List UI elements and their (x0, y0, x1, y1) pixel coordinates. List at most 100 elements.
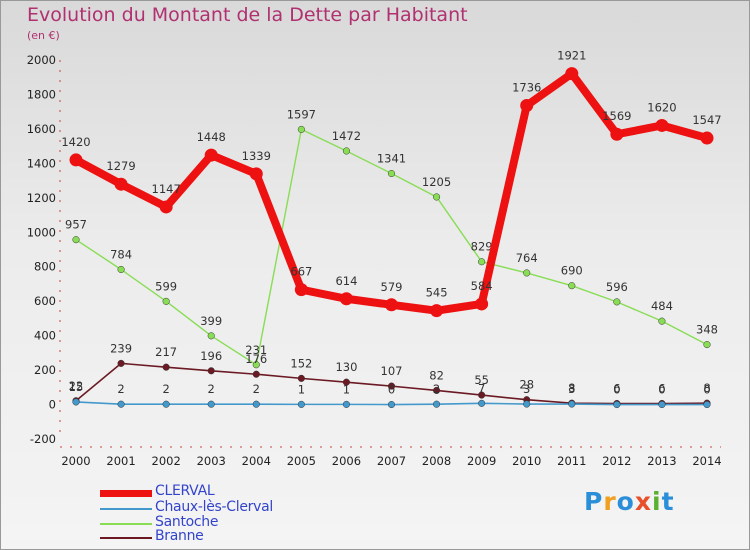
data-point-clerval (159, 200, 173, 214)
data-label-chaux-les-clerval: 1 (298, 382, 305, 396)
data-label-branne: 6 (658, 382, 665, 396)
data-label-chaux-les-clerval: 2 (253, 382, 260, 396)
data-label-branne: 82 (429, 368, 444, 382)
data-label-branne: 239 (110, 341, 132, 355)
data-point-santoche (162, 297, 170, 305)
data-label-santoche: 484 (651, 299, 673, 313)
data-point-branne (433, 386, 441, 394)
data-label-clerval: 579 (381, 280, 403, 294)
data-point-clerval (520, 98, 534, 112)
legend-label-chaux-les-clerval: Chaux-lès-Clerval (155, 499, 273, 515)
x-tick-label: 2014 (692, 454, 721, 468)
x-tick-label: 2013 (647, 454, 676, 468)
x-tick-label: 2010 (512, 454, 541, 468)
data-label-branne: 8 (568, 381, 575, 395)
data-point-branne (387, 382, 396, 390)
data-point-santoche (703, 341, 711, 349)
data-point-clerval (430, 304, 444, 318)
data-point-clerval (294, 283, 308, 297)
data-point-santoche (72, 236, 80, 244)
y-tick-label: 0 (49, 398, 56, 412)
chart-unit: (en €) (27, 29, 60, 42)
data-label-branne: 107 (381, 364, 403, 378)
data-label-clerval: 1279 (106, 159, 135, 173)
data-point-branne (207, 367, 215, 375)
data-label-branne: 152 (290, 356, 312, 370)
data-point-chaux-les-clerval (117, 400, 125, 408)
data-point-clerval (610, 127, 624, 141)
y-tick-label: 200 (34, 363, 56, 377)
data-label-chaux-les-clerval: 1 (343, 382, 350, 396)
data-point-branne (252, 370, 260, 378)
data-label-santoche: 599 (155, 279, 177, 293)
data-label-chaux-les-clerval: 0 (658, 383, 665, 397)
data-label-chaux-les-clerval: 2 (117, 382, 124, 396)
data-point-clerval (565, 67, 579, 81)
data-label-clerval: 1921 (557, 49, 586, 63)
data-point-clerval (249, 167, 263, 181)
data-point-santoche (297, 125, 305, 133)
data-label-santoche: 399 (200, 314, 222, 328)
data-point-clerval (69, 153, 83, 167)
legend-item-santoche: Santoche (100, 514, 400, 532)
data-label-santoche: 1472 (332, 129, 361, 143)
x-tick-label: 2003 (197, 454, 226, 468)
data-point-chaux-les-clerval (613, 400, 621, 409)
legend-label-clerval: CLERVAL (155, 483, 215, 499)
data-label-chaux-les-clerval: 0 (388, 383, 395, 397)
data-point-santoche (117, 265, 125, 274)
legend-item-chaux-les-clerval: Chaux-lès-Clerval (100, 499, 400, 517)
data-label-clerval: 1147 (152, 182, 181, 196)
data-point-chaux-les-clerval (703, 400, 711, 409)
data-label-chaux-les-clerval: 3 (568, 382, 575, 396)
y-tick-label: 800 (34, 260, 56, 274)
legend-label-branne: Branne (155, 528, 204, 544)
data-label-clerval: 1448 (197, 130, 226, 144)
data-point-chaux-les-clerval (387, 400, 396, 409)
data-point-branne (478, 391, 486, 399)
data-label-clerval: 545 (426, 286, 448, 300)
proxiti-logo: Proxit (584, 487, 675, 516)
data-label-chaux-les-clerval: 0 (703, 383, 710, 397)
x-tick-label: 2007 (377, 454, 406, 468)
legend-item-branne: Branne (100, 528, 400, 546)
data-point-chaux-les-clerval (523, 400, 531, 408)
y-tick-label: 400 (34, 329, 56, 343)
data-point-chaux-les-clerval (252, 400, 260, 408)
legend-label-santoche: Santoche (155, 514, 219, 530)
data-label-chaux-les-clerval: 0 (613, 383, 620, 397)
data-label-clerval: 667 (290, 265, 312, 279)
data-label-branne: 176 (245, 352, 267, 366)
data-point-chaux-les-clerval (658, 400, 666, 409)
data-label-chaux-les-clerval: 3 (523, 382, 530, 396)
data-label-branne: 130 (335, 360, 357, 374)
x-tick-label: 2001 (106, 454, 135, 468)
data-label-clerval: 1339 (242, 149, 271, 163)
data-point-santoche (252, 361, 260, 369)
data-label-chaux-les-clerval: 2 (162, 382, 169, 396)
x-tick-label: 2009 (467, 454, 496, 468)
data-label-chaux-les-clerval: 2 (208, 382, 215, 396)
data-label-chaux-les-clerval: 15 (69, 380, 84, 394)
data-point-chaux-les-clerval (72, 398, 80, 406)
data-point-branne (117, 359, 125, 367)
data-point-branne (162, 363, 170, 371)
legend-swatch-santoche (100, 523, 152, 525)
y-tick-label: 1800 (27, 87, 56, 101)
y-tick-label: 1000 (27, 225, 56, 239)
data-point-clerval (339, 292, 353, 306)
legend-item-clerval: CLERVAL (100, 483, 400, 501)
data-label-santoche: 764 (516, 251, 538, 265)
data-label-santoche: 957 (65, 218, 87, 232)
data-label-santoche: 1205 (422, 175, 451, 189)
data-label-branne: 28 (519, 378, 534, 392)
data-point-chaux-les-clerval (207, 400, 215, 408)
data-point-santoche (658, 317, 666, 325)
data-point-clerval (385, 298, 398, 312)
data-point-chaux-les-clerval (297, 400, 305, 408)
legend-swatch-chaux-les-clerval (100, 508, 152, 510)
data-label-santoche: 1341 (377, 152, 406, 166)
data-label-clerval: 1736 (512, 80, 541, 94)
data-point-clerval (114, 177, 128, 191)
x-tick-label: 2008 (422, 454, 451, 468)
